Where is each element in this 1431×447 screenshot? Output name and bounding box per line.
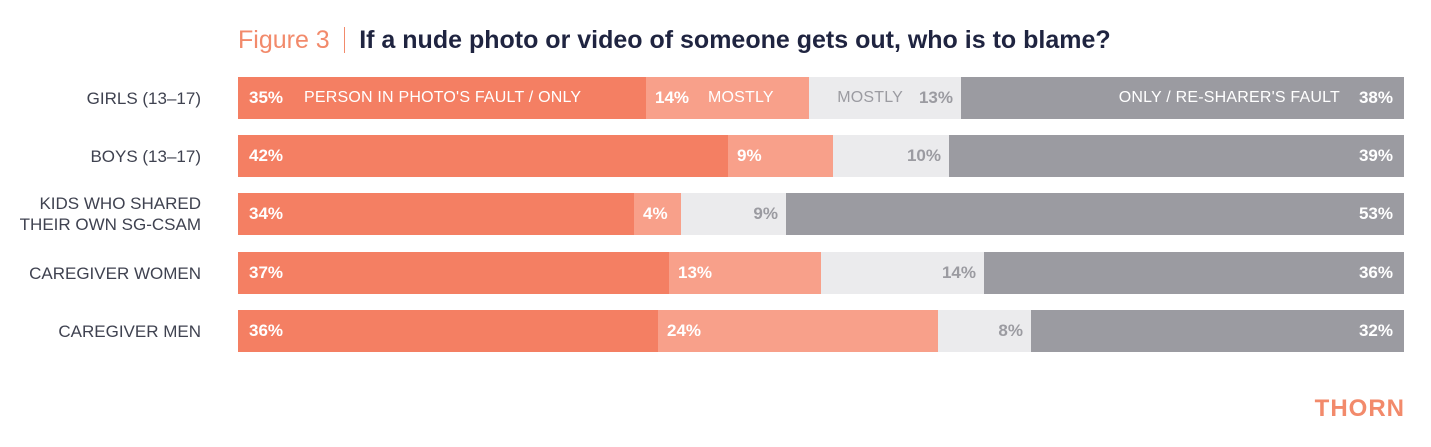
bar-mostly-resharer-fault	[938, 310, 1031, 352]
data-label: 8%	[998, 321, 1023, 340]
row-label: CAREGIVER MEN	[58, 322, 201, 341]
thorn-logo: THORN	[1314, 395, 1405, 422]
data-label: 4%	[643, 204, 668, 223]
data-label: 9%	[753, 204, 778, 223]
title-divider	[343, 27, 346, 53]
bar-only-resharer-fault	[1031, 310, 1404, 352]
bar-only-person-fault	[238, 310, 658, 352]
bar-only-resharer-fault	[786, 193, 1404, 235]
bar-only-resharer-fault	[961, 77, 1404, 119]
data-label: 24%	[667, 321, 702, 340]
data-label: 14%	[941, 263, 976, 282]
bar-only-person-fault	[238, 77, 646, 119]
bar-mostly-resharer-fault	[681, 193, 786, 235]
bar-only-resharer-fault	[984, 252, 1404, 294]
data-label: 13%	[918, 88, 953, 107]
data-label: 32%	[1358, 321, 1393, 340]
legend-label: PERSON IN PHOTO'S FAULT / ONLY	[304, 89, 582, 106]
row-label: GIRLS (13–17)	[86, 89, 201, 108]
data-label: 13%	[678, 263, 713, 282]
data-label: 35%	[249, 88, 284, 107]
data-label: 37%	[249, 263, 284, 282]
data-label: 9%	[737, 146, 762, 165]
bar-mostly-person-fault	[728, 135, 833, 177]
bar-only-person-fault	[238, 252, 669, 294]
row-label: BOYS (13–17)	[90, 147, 201, 166]
figure-heading: Figure 3 If a nude photo or video of som…	[238, 22, 1111, 58]
data-label: 34%	[249, 204, 284, 223]
bar-mostly-person-fault	[658, 310, 938, 352]
figure-label: Figure 3	[238, 25, 330, 54]
bar-mostly-resharer-fault	[833, 135, 949, 177]
bar-only-resharer-fault	[949, 135, 1404, 177]
data-label: 10%	[906, 146, 941, 165]
bar-mostly-person-fault	[646, 77, 809, 119]
data-label: 14%	[655, 88, 690, 107]
bar-only-person-fault	[238, 193, 634, 235]
bar-mostly-person-fault	[634, 193, 681, 235]
bar-mostly-resharer-fault	[821, 252, 984, 294]
data-label: 36%	[1358, 263, 1393, 282]
bar-mostly-resharer-fault	[809, 77, 961, 119]
row-label: CAREGIVER WOMEN	[29, 264, 201, 283]
data-label: 42%	[249, 146, 284, 165]
data-label: 38%	[1358, 88, 1393, 107]
data-label: 39%	[1358, 146, 1393, 165]
legend-label: MOSTLY	[708, 89, 774, 106]
bar-only-person-fault	[238, 135, 728, 177]
data-label: 36%	[249, 321, 284, 340]
row-label: KIDS WHO SHARED THEIR OWN SG-CSAM	[19, 194, 201, 234]
legend-label: ONLY / RE-SHARER'S FAULT	[1118, 89, 1340, 106]
chart-title: If a nude photo or video of someone gets…	[359, 25, 1111, 54]
data-label: 53%	[1358, 204, 1393, 223]
bar-mostly-person-fault	[669, 252, 821, 294]
legend-label: MOSTLY	[837, 89, 903, 106]
